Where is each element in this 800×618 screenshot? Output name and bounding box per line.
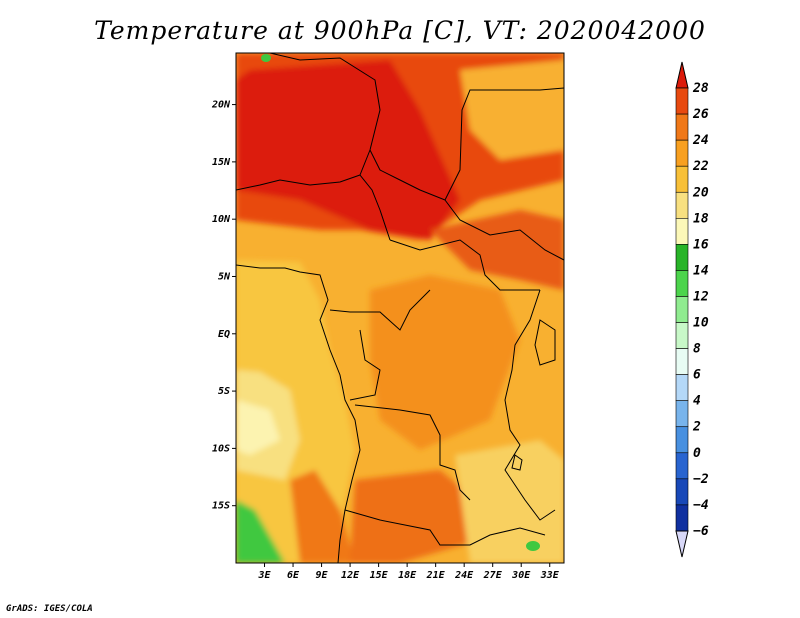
lon-tick-label: 21E bbox=[426, 570, 446, 581]
lon-tick-label: 9E bbox=[316, 570, 329, 581]
colorbar-label: 16 bbox=[693, 237, 709, 252]
lat-tick-label: 5N bbox=[218, 271, 231, 282]
border-car-sudan bbox=[444, 199, 564, 261]
colorbar-label: 8 bbox=[693, 342, 701, 357]
colorbar-label: 22 bbox=[692, 159, 709, 174]
page-title: Temperature at 900hPa [C], VT: 202004200… bbox=[94, 16, 706, 45]
border-chad-sudan bbox=[369, 87, 564, 201]
colorbar-label: 18 bbox=[693, 211, 709, 226]
coastline bbox=[236, 264, 361, 563]
lake-victoria bbox=[534, 319, 556, 366]
lon-tick-label: 30E bbox=[511, 570, 531, 581]
colorbar-label: 6 bbox=[693, 368, 701, 383]
field-southsudan-24-26 bbox=[430, 210, 564, 290]
colorbar-bin bbox=[675, 270, 689, 297]
lon-tick-label: 33E bbox=[540, 570, 560, 581]
colorbar-bin bbox=[675, 244, 689, 271]
colorbar-bottom-arrow bbox=[675, 530, 689, 558]
lon-tick-label: 24E bbox=[454, 570, 474, 581]
colorbar-bin bbox=[675, 374, 689, 401]
border-niger-nigeria bbox=[236, 174, 361, 191]
border-niger-chad bbox=[269, 53, 391, 241]
field-patch-green-southeast bbox=[526, 541, 540, 551]
colorbar-bin bbox=[675, 218, 689, 245]
lat-tick-label: EQ bbox=[218, 329, 230, 340]
colorbar-label: 20 bbox=[692, 185, 709, 200]
colorbar-bin bbox=[675, 504, 689, 532]
border-east-lakes bbox=[504, 289, 556, 521]
colorbar-bin bbox=[675, 139, 689, 167]
colorbar-bin bbox=[675, 478, 689, 506]
field-northeast-22-24 bbox=[460, 60, 564, 160]
lon-tick-label: 6E bbox=[287, 570, 300, 581]
colorbar-top-arrow bbox=[675, 61, 689, 89]
field-south-24-26 bbox=[350, 470, 480, 563]
colorbar-bin bbox=[675, 165, 689, 193]
lat-axis: 20N 15N 10N 5N EQ 5S 10S 15S bbox=[211, 100, 236, 512]
lon-tick-label: 12E bbox=[341, 570, 360, 581]
map-frame bbox=[235, 52, 565, 564]
colorbar-bin bbox=[675, 452, 689, 480]
lat-tick-label: 10N bbox=[212, 214, 231, 225]
lon-tick-label: 15E bbox=[370, 570, 389, 581]
colorbar-label: −4 bbox=[693, 498, 709, 513]
colorbar-bin bbox=[675, 296, 689, 323]
colorbar-label: −6 bbox=[693, 524, 709, 539]
field-ocean-16-18 bbox=[236, 400, 280, 455]
border-drc-angola bbox=[354, 404, 471, 501]
lat-tick-label: 10S bbox=[212, 443, 230, 454]
lake-small bbox=[511, 454, 523, 471]
lon-tick-label: 18E bbox=[398, 570, 417, 581]
lon-tick-label: 27E bbox=[483, 570, 503, 581]
colorbar-label: 28 bbox=[692, 81, 709, 96]
lat-tick-label: 15N bbox=[212, 157, 231, 168]
lon-axis: 3E 6E 9E 12E 15E 18E 21E 24E 27E 30E 33E bbox=[257, 563, 560, 581]
border-angola-zambia bbox=[344, 509, 546, 546]
colorbar-label: 14 bbox=[693, 263, 709, 278]
colorbar-bin bbox=[675, 322, 689, 349]
colorbar-label: 26 bbox=[692, 107, 709, 122]
colorbar-bin bbox=[675, 400, 689, 428]
colorbar-bin bbox=[675, 426, 689, 454]
colorbar-bin bbox=[675, 348, 689, 375]
colorbar-label: 4 bbox=[693, 394, 701, 409]
colorbar-bin bbox=[675, 191, 689, 219]
grads-credit: GrADS: IGES/COLA bbox=[6, 604, 93, 614]
colorbar-bin bbox=[675, 113, 689, 141]
colorbar-label: 10 bbox=[693, 316, 709, 331]
colorbar-label: −2 bbox=[693, 472, 709, 487]
colorbar-bin bbox=[675, 87, 689, 115]
field-patch-green-north bbox=[261, 54, 271, 62]
field-sw-14-16 bbox=[236, 500, 285, 563]
temperature-field bbox=[236, 53, 564, 563]
borders bbox=[236, 53, 564, 563]
lon-tick-label: 3E bbox=[257, 570, 271, 581]
lat-tick-label: 5S bbox=[218, 386, 230, 397]
colorbar-label: 24 bbox=[692, 133, 709, 148]
field-sahel-28plus bbox=[236, 60, 460, 240]
colorbar-label: 2 bbox=[692, 420, 701, 435]
field-basin-22-24 bbox=[370, 275, 520, 450]
lat-tick-label: 15S bbox=[212, 501, 230, 512]
field-coast-24-26 bbox=[290, 470, 355, 563]
colorbar-label: 0 bbox=[693, 446, 701, 461]
border-car-drc bbox=[389, 239, 540, 291]
colorbar-label: 12 bbox=[693, 289, 709, 304]
border-congo-gabon bbox=[349, 329, 381, 401]
border-cameroon-congo bbox=[329, 289, 431, 331]
lat-tick-label: 20N bbox=[211, 100, 231, 111]
